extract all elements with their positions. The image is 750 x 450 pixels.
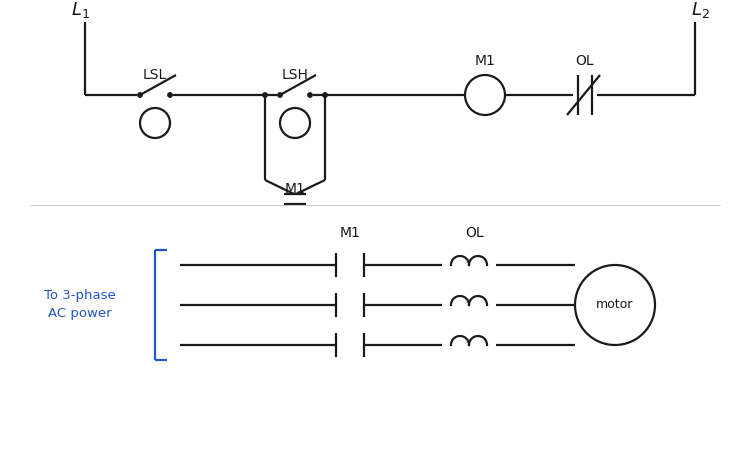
Circle shape (168, 93, 172, 97)
Text: M1: M1 (475, 54, 496, 68)
Circle shape (308, 93, 312, 97)
Text: motor: motor (596, 298, 634, 311)
Text: OL: OL (465, 226, 484, 240)
Circle shape (138, 93, 142, 97)
Text: LSL: LSL (142, 68, 167, 82)
Text: OL: OL (576, 54, 594, 68)
Text: $L_1$: $L_1$ (70, 0, 89, 20)
Text: To 3-phase
AC power: To 3-phase AC power (44, 289, 116, 320)
Circle shape (322, 93, 327, 97)
Text: $L_2$: $L_2$ (691, 0, 709, 20)
Text: LSH: LSH (281, 68, 308, 82)
Circle shape (278, 93, 282, 97)
Text: M1: M1 (340, 226, 361, 240)
Circle shape (262, 93, 267, 97)
Text: M1: M1 (284, 182, 305, 196)
